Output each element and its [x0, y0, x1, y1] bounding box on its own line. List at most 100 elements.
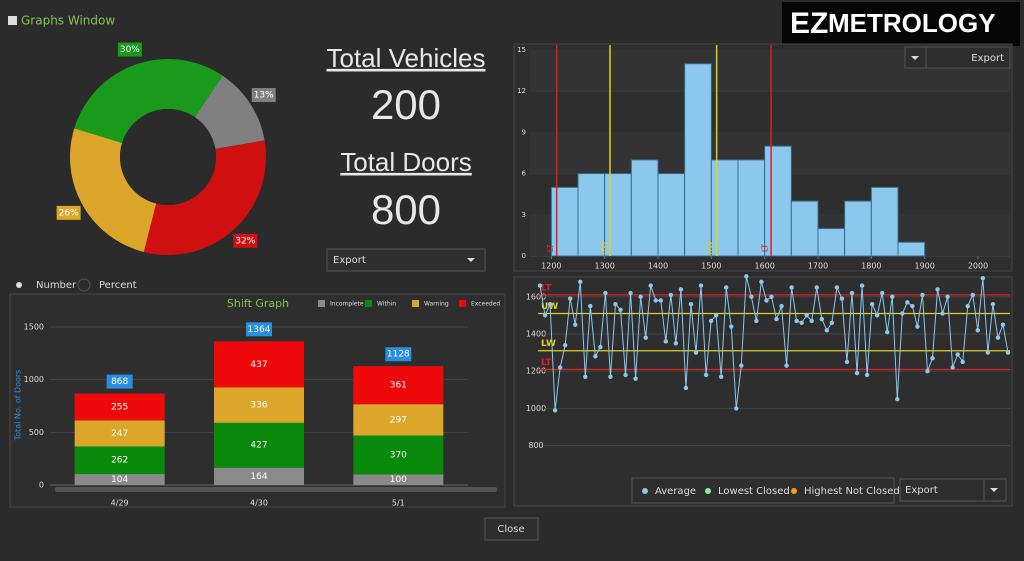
x-tick-label: 4/30	[250, 499, 268, 508]
line-point	[985, 350, 991, 355]
button-label: Close	[497, 524, 524, 535]
line-point	[864, 372, 870, 378]
x-tick-label: 1300	[594, 262, 614, 271]
line-point	[804, 313, 809, 318]
reference-label: LT	[761, 244, 770, 252]
line-point	[578, 279, 583, 285]
line-point	[839, 296, 845, 301]
line-point	[885, 329, 890, 335]
y-tick-label: 800	[528, 441, 543, 450]
export-dropdown[interactable]: Export	[326, 248, 486, 272]
bar-value-label: 104	[111, 475, 128, 485]
reference-label: LT	[541, 358, 552, 368]
reference-label: LT	[546, 244, 555, 252]
line-point	[683, 385, 689, 391]
reference-label: UW	[600, 241, 609, 255]
radio-selected[interactable]	[16, 282, 22, 288]
y-tick-label: 1000	[24, 375, 44, 384]
histogram-bar	[790, 200, 819, 257]
vehicles-label: Total Vehicles	[327, 43, 486, 73]
legend-swatch	[365, 300, 372, 307]
scrollbar[interactable]	[55, 487, 497, 492]
line-point	[547, 301, 553, 307]
legend-label: Average	[655, 486, 696, 497]
line-point	[814, 285, 819, 290]
line-point	[975, 328, 981, 333]
grid-band	[530, 91, 1010, 92]
window-title: Graphs Window	[21, 14, 115, 28]
line-point	[623, 372, 628, 378]
total-label: 868	[111, 377, 128, 387]
line-point	[834, 285, 840, 290]
line-point	[764, 298, 769, 303]
line-point	[965, 303, 970, 309]
histogram-bar	[577, 173, 606, 257]
dropdown-text: Export	[333, 255, 366, 266]
bar-segment	[353, 474, 444, 485]
line-point	[688, 301, 694, 307]
bar-segment	[214, 387, 304, 423]
line-point	[593, 354, 598, 359]
line-point	[573, 322, 578, 327]
line-point	[713, 313, 719, 318]
window-icon	[8, 16, 17, 25]
line-point	[859, 283, 865, 288]
reference-label: UW	[541, 302, 558, 312]
pie-slice	[69, 128, 157, 252]
line-point	[648, 283, 653, 288]
line-point	[567, 296, 573, 301]
legend-marker	[791, 488, 797, 494]
line-point	[869, 301, 875, 307]
bar-segment	[353, 435, 444, 475]
line-point	[608, 374, 613, 379]
bar-segment	[353, 366, 444, 405]
pie-slice	[143, 140, 266, 256]
line-point	[759, 279, 764, 285]
x-tick-label: 5/1	[392, 499, 405, 508]
close-button[interactable]: Close	[484, 517, 539, 541]
legend-label: Lowest Closed	[718, 486, 790, 497]
legend-box	[631, 477, 895, 504]
bar-value-label: 361	[390, 381, 407, 391]
line-point	[900, 311, 905, 316]
x-tick-label: 2000	[968, 262, 988, 271]
dropdown-box[interactable]	[326, 248, 486, 272]
radio-label: Number	[36, 280, 77, 291]
line-point	[774, 316, 779, 322]
reference-label: LT	[541, 283, 552, 293]
radio[interactable]	[77, 278, 91, 292]
line-point	[633, 376, 638, 381]
line-point	[1005, 350, 1011, 355]
y-tick-label: 0	[39, 481, 44, 490]
logo-text: METROLOGY	[828, 8, 996, 38]
export-box[interactable]	[899, 478, 1007, 502]
line-point	[819, 316, 825, 322]
line-point	[588, 303, 593, 309]
legend-swatch	[459, 300, 466, 307]
y-tick-label: 1400	[526, 329, 546, 338]
line-point	[849, 290, 855, 296]
line-point	[905, 300, 910, 305]
bar-value-label: 164	[250, 472, 267, 482]
line-point	[769, 294, 774, 299]
histogram-bar	[817, 228, 846, 257]
legend-swatch	[412, 300, 419, 307]
slice-label-box	[56, 205, 81, 220]
line-point	[935, 287, 940, 292]
y-tick-label: 3	[522, 211, 526, 219]
export-box[interactable]	[904, 46, 1011, 69]
dropdown-arrow	[990, 488, 998, 492]
line-point	[749, 294, 754, 299]
line-point	[844, 359, 850, 365]
button-box[interactable]	[484, 517, 539, 541]
line-point	[809, 318, 814, 324]
line-point	[678, 287, 684, 292]
chart-title: Shift Graph	[227, 297, 289, 310]
y-tick-label: 1500	[24, 323, 44, 332]
histogram-bar	[844, 200, 872, 257]
line-point	[799, 320, 804, 326]
doors-value: 800	[371, 186, 441, 233]
line-point	[583, 374, 588, 379]
line-point	[960, 359, 965, 365]
